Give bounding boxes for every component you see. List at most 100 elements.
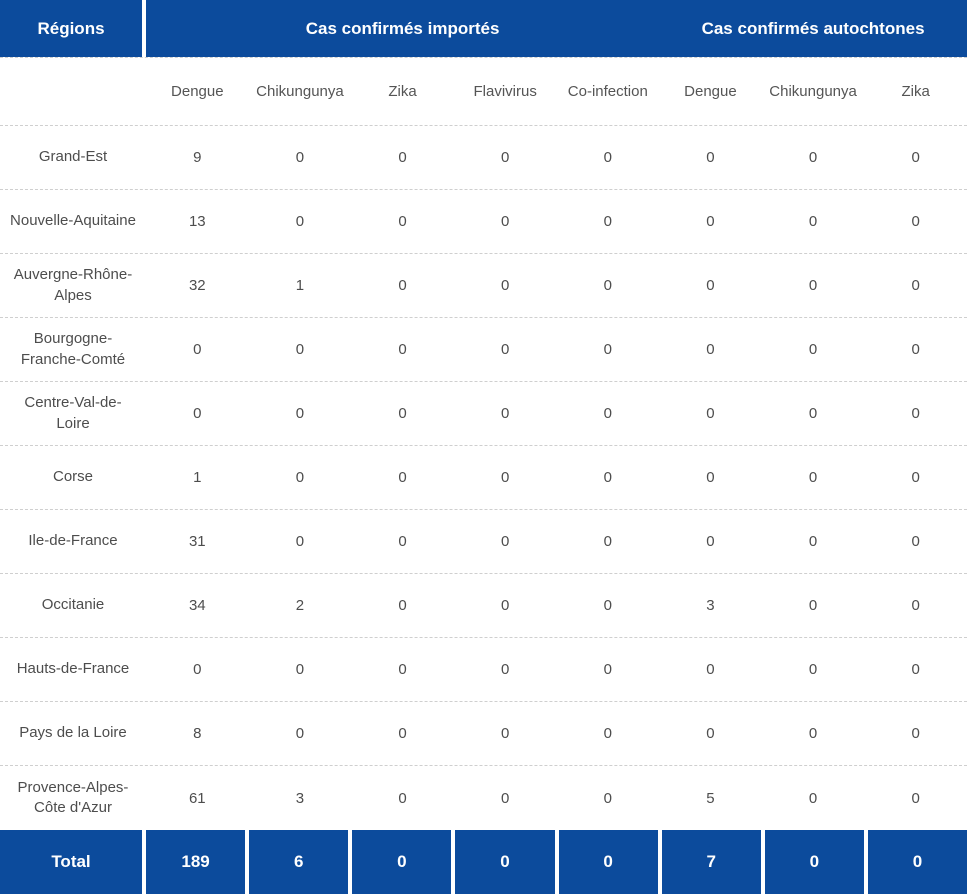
total-value-cell: 0 — [352, 830, 456, 894]
column-header-coinfection: Co-infection — [567, 83, 648, 100]
value-cell: 0 — [808, 213, 818, 230]
value-cell: 0 — [295, 405, 305, 422]
value-cell: 0 — [501, 597, 510, 614]
value-cell: 0 — [398, 597, 407, 614]
value-cell: 0 — [193, 661, 202, 678]
table-row: Auvergne-Rhône-Alpes 32 1 0 0 0 0 0 0 — [0, 254, 967, 318]
value-cell: 0 — [808, 789, 818, 807]
region-cell: Bourgogne-Franche-Comté — [20, 330, 126, 368]
value-cell: 0 — [603, 469, 612, 486]
value-cell: 0 — [603, 277, 612, 294]
table-row: Ile-de-France 31 0 0 0 0 0 0 0 — [0, 510, 967, 574]
value-cell: 32 — [188, 277, 206, 294]
column-header-dengue-autochthonous: Dengue — [684, 83, 737, 100]
table-header-row: Régions Cas confirmés importés Cas confi… — [0, 0, 967, 58]
value-cell: 5 — [706, 789, 715, 807]
value-cell: 0 — [706, 405, 715, 422]
value-cell: 0 — [911, 597, 920, 614]
column-header-chikungunya-autochthonous: Chikungunya — [769, 83, 857, 100]
column-header-row: Dengue Chikungunya Zika Flavivirus Co-in… — [0, 58, 967, 126]
value-cell: 0 — [911, 725, 920, 742]
value-cell: 0 — [706, 277, 715, 294]
value-cell: 0 — [295, 725, 305, 742]
value-cell: 0 — [398, 789, 407, 807]
value-cell: 0 — [706, 149, 715, 166]
value-cell: 0 — [911, 277, 920, 294]
value-cell: 0 — [398, 341, 407, 358]
regions-header: Régions — [0, 0, 146, 57]
value-cell: 31 — [188, 533, 206, 550]
value-cell: 0 — [398, 533, 407, 550]
value-cell: 13 — [188, 213, 206, 230]
value-cell: 0 — [911, 533, 920, 550]
value-cell: 0 — [193, 341, 202, 358]
value-cell: 0 — [603, 789, 612, 807]
column-header-spacer — [0, 58, 146, 125]
value-cell: 0 — [603, 533, 612, 550]
value-cell: 0 — [295, 149, 305, 166]
value-cell: 0 — [398, 661, 407, 678]
value-cell: 0 — [808, 277, 818, 294]
value-cell: 1 — [295, 277, 305, 294]
column-header-zika-autochthonous: Zika — [901, 83, 930, 100]
value-cell: 0 — [398, 149, 407, 166]
region-cell: Pays de la Loire — [19, 724, 127, 742]
total-value-cell: 0 — [867, 830, 967, 894]
autochthonous-group-header: Cas confirmés autochtones — [659, 0, 967, 57]
value-cell: 61 — [188, 789, 206, 807]
value-cell: 0 — [808, 469, 818, 486]
value-cell: 0 — [398, 725, 407, 742]
value-cell: 0 — [706, 661, 715, 678]
value-cell: 3 — [295, 789, 305, 807]
value-cell: 0 — [808, 405, 818, 422]
value-cell: 0 — [501, 661, 510, 678]
value-cell: 0 — [501, 789, 510, 807]
value-cell: 0 — [911, 405, 920, 422]
value-cell: 0 — [706, 341, 715, 358]
total-value-cell: 0 — [764, 830, 868, 894]
value-cell: 0 — [706, 213, 715, 230]
value-cell: 0 — [295, 469, 305, 486]
column-header-flavivirus: Flavivirus — [473, 83, 537, 100]
table-row: Grand-Est 9 0 0 0 0 0 0 0 — [0, 126, 967, 190]
value-cell: 2 — [295, 597, 305, 614]
total-row: Total 189 6 0 0 0 7 0 0 — [0, 830, 967, 894]
value-cell: 0 — [501, 725, 510, 742]
value-cell: 0 — [295, 533, 305, 550]
column-header-zika-imported: Zika — [388, 83, 417, 100]
value-cell: 8 — [193, 725, 202, 742]
value-cell: 0 — [501, 533, 510, 550]
value-cell: 0 — [295, 661, 305, 678]
region-cell: Provence-Alpes-Côte d'Azur — [17, 778, 129, 816]
value-cell: 0 — [808, 533, 818, 550]
total-value-cell: 7 — [661, 830, 765, 894]
value-cell: 34 — [188, 597, 206, 614]
value-cell: 0 — [808, 341, 818, 358]
value-cell: 0 — [603, 213, 612, 230]
value-cell: 0 — [911, 149, 920, 166]
value-cell: 0 — [808, 149, 818, 166]
value-cell: 0 — [398, 277, 407, 294]
value-cell: 0 — [295, 341, 305, 358]
value-cell: 0 — [706, 533, 715, 550]
table-row: Pays de la Loire 8 0 0 0 0 0 0 0 — [0, 702, 967, 766]
region-cell: Grand-Est — [38, 148, 108, 166]
region-cell: Occitanie — [41, 596, 105, 614]
value-cell: 0 — [603, 405, 612, 422]
value-cell: 0 — [398, 469, 407, 486]
value-cell: 3 — [706, 597, 715, 614]
region-cell: Nouvelle-Aquitaine — [10, 212, 136, 230]
value-cell: 0 — [603, 597, 612, 614]
value-cell: 0 — [808, 725, 818, 742]
table-row: Hauts-de-France 0 0 0 0 0 0 0 0 — [0, 638, 967, 702]
value-cell: 0 — [603, 149, 612, 166]
value-cell: 0 — [911, 789, 920, 807]
value-cell: 0 — [501, 469, 510, 486]
value-cell: 0 — [501, 213, 510, 230]
value-cell: 0 — [501, 149, 510, 166]
value-cell: 0 — [603, 725, 612, 742]
value-cell: 0 — [501, 405, 510, 422]
region-cell: Hauts-de-France — [16, 660, 130, 678]
value-cell: 0 — [911, 661, 920, 678]
